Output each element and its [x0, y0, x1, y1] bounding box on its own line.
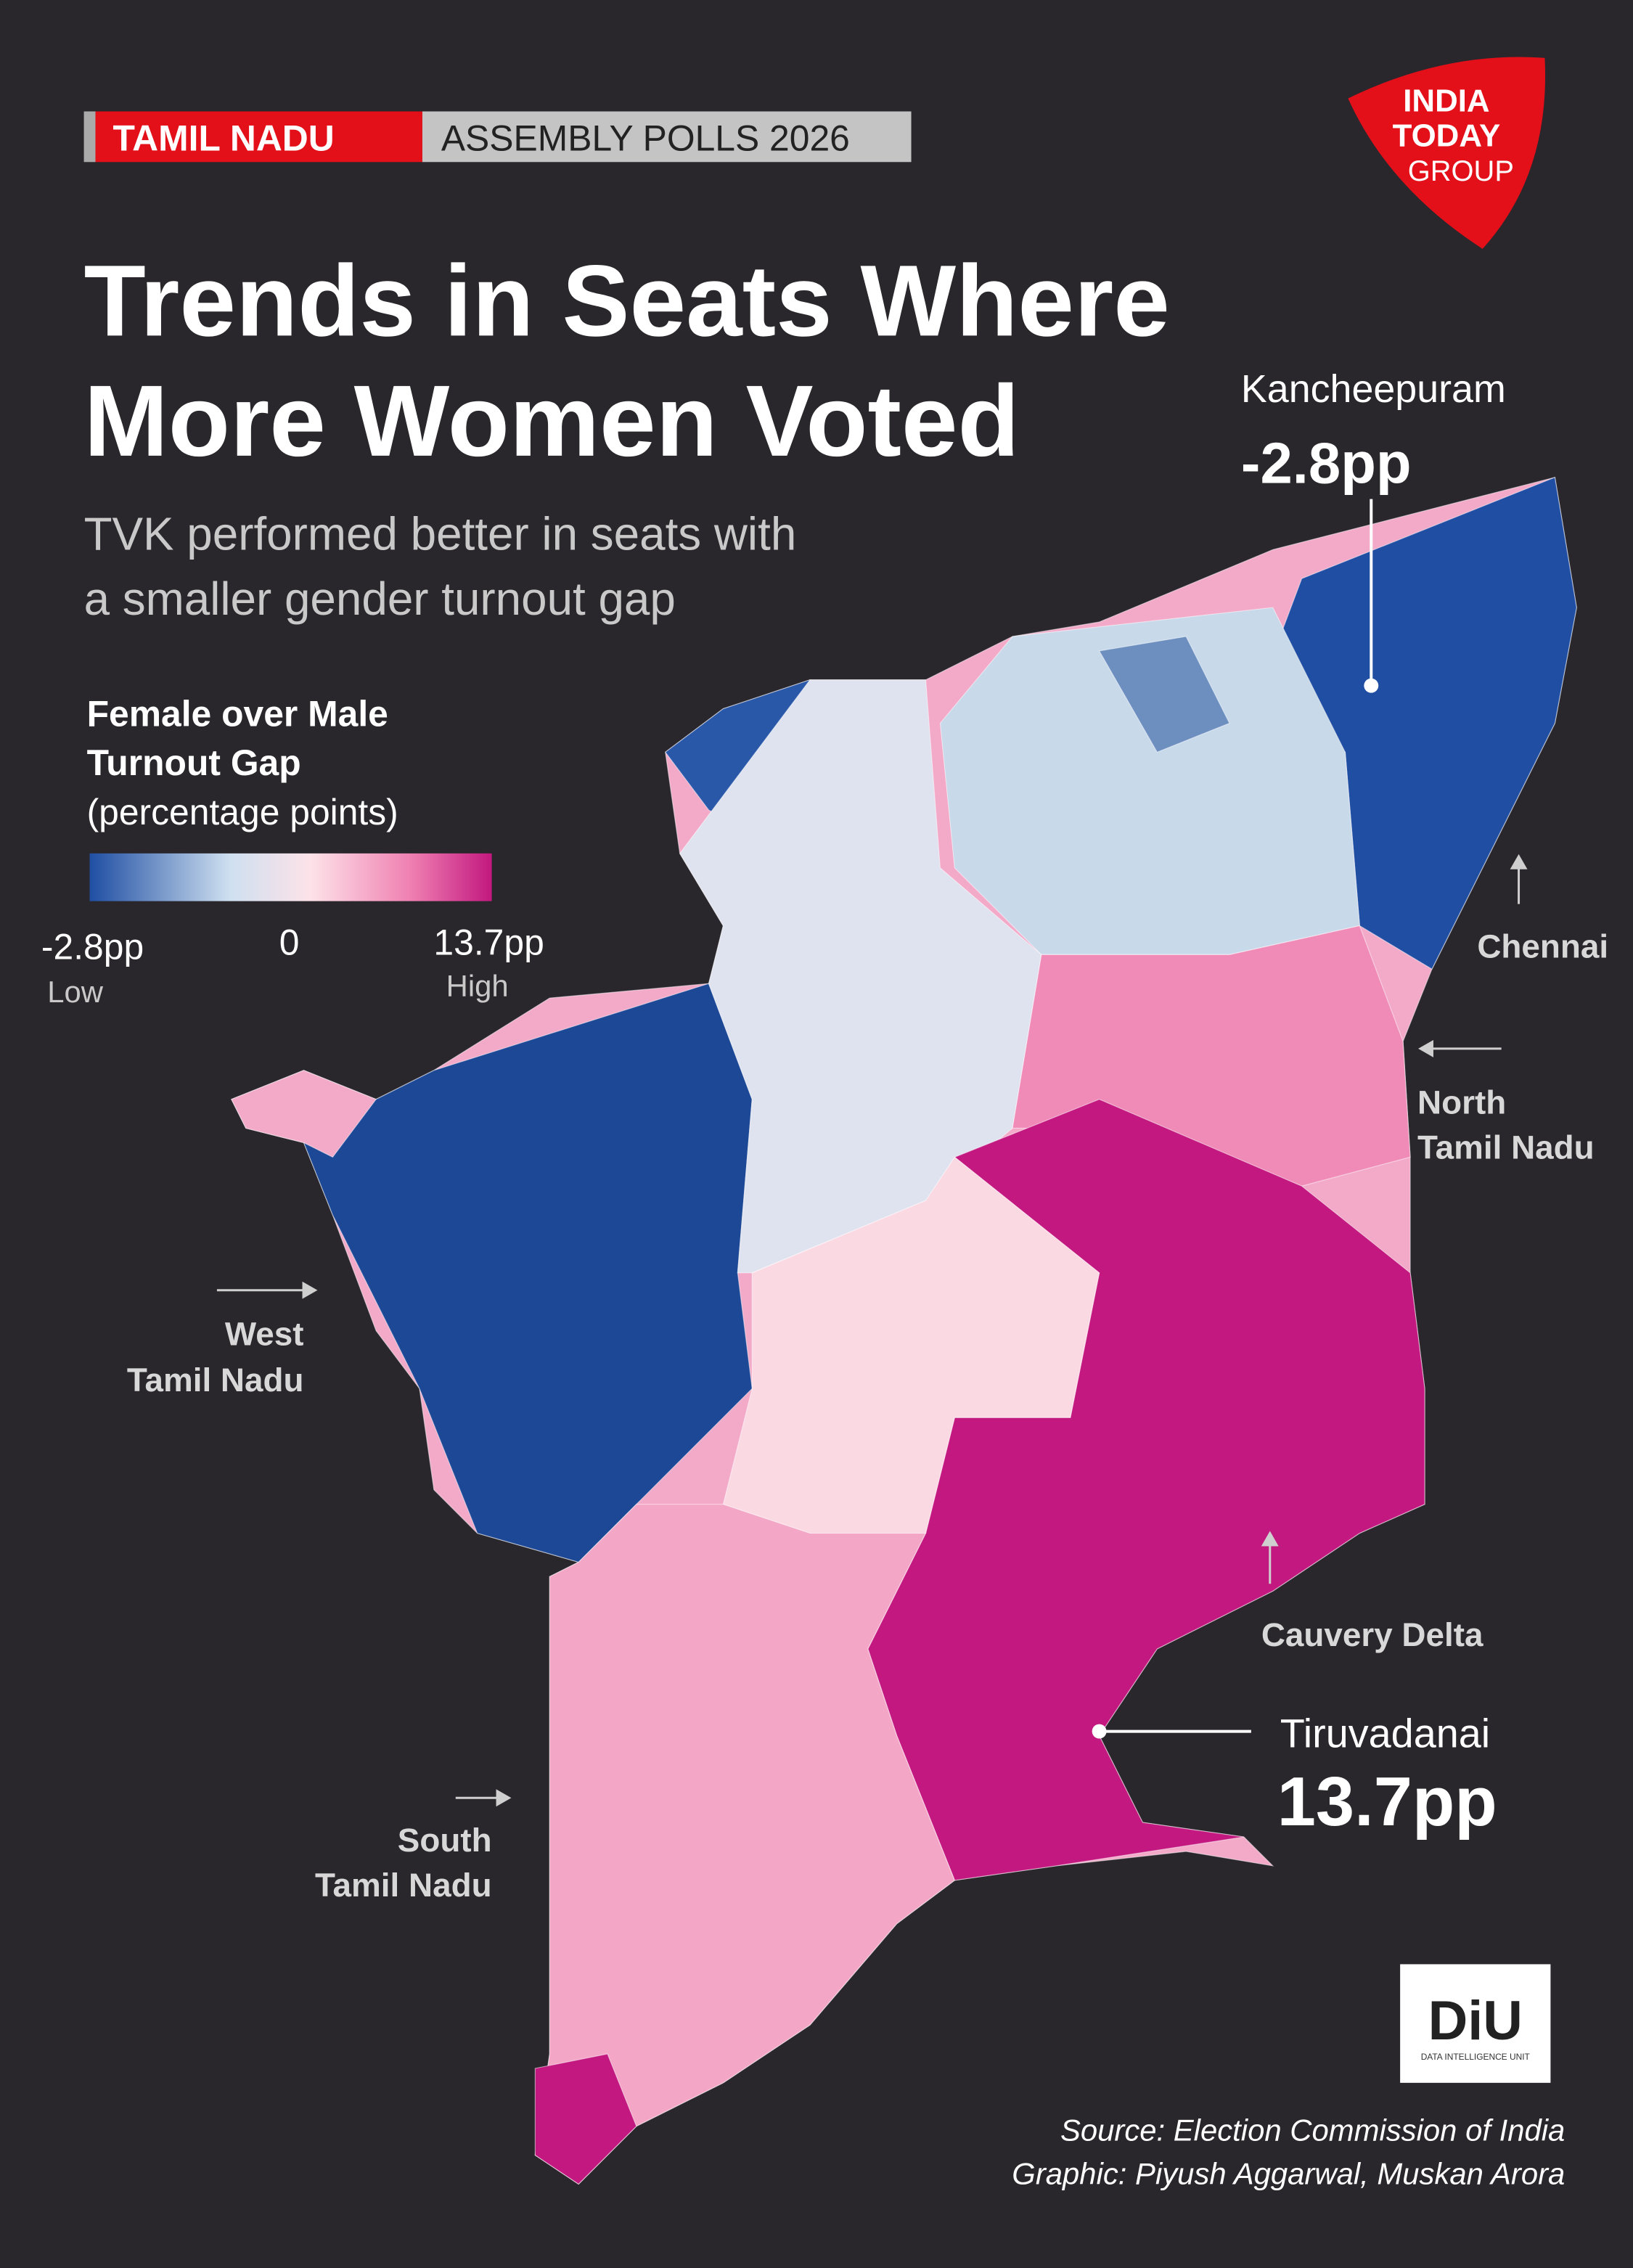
annotation-name: Kancheepuram — [1241, 367, 1506, 411]
region-label: North — [1417, 1084, 1506, 1121]
region-label: Chennai — [1477, 928, 1608, 965]
logo-text: INDIA — [1403, 83, 1489, 119]
region — [1098, 636, 1230, 753]
region — [534, 2053, 637, 2185]
leader-dot — [1092, 1724, 1107, 1739]
region-label: Tamil Nadu — [1417, 1129, 1595, 1166]
region — [534, 1504, 956, 2185]
legend-low: Low — [47, 975, 104, 1009]
subtitle: TVK performed better in seats with — [84, 507, 797, 560]
legend-unit: (percentage points) — [87, 792, 398, 832]
region — [722, 1156, 1100, 1534]
source: Source: Election Commission of India — [1060, 2113, 1565, 2148]
diu-name: DATA INTELLIGENCE UNIT — [1421, 2052, 1531, 2062]
tag — [422, 111, 912, 163]
region-label: Cauvery Delta — [1261, 1616, 1483, 1653]
region — [231, 1070, 377, 1158]
legend-max: 13.7pp — [433, 922, 544, 962]
legend-mid: 0 — [279, 922, 300, 962]
logo-shield — [1348, 57, 1546, 249]
diu-mark: DiU — [1428, 1990, 1523, 2052]
diu-logo — [1400, 1964, 1551, 2083]
color-scale — [89, 853, 492, 901]
annotation-name: Tiruvadanai — [1280, 1710, 1490, 1756]
badge-bar — [83, 111, 96, 163]
badge — [95, 111, 422, 163]
logo-text: TODAY — [1393, 118, 1501, 153]
subtitle: a smaller gender turnout gap — [84, 573, 676, 625]
annotation-value: 13.7pp — [1277, 1763, 1497, 1841]
region-label: Tamil Nadu — [315, 1867, 492, 1904]
leader-dot — [1364, 678, 1379, 693]
annotation-value: -2.8pp — [1241, 431, 1412, 496]
title: Trends in Seats Where — [84, 244, 1170, 357]
map — [231, 476, 1577, 2185]
logo-text: GROUP — [1408, 155, 1514, 187]
legend-title: Turnout Gap — [87, 742, 301, 783]
region-label: South — [398, 1822, 492, 1859]
badge-text: TAMIL NADU — [112, 118, 334, 158]
legend-min: -2.8pp — [41, 926, 144, 967]
legend-title: Female over Male — [87, 693, 388, 734]
credit: Graphic: Piyush Aggarwal, Muskan Arora — [1012, 2156, 1565, 2190]
title: More Women Voted — [84, 364, 1020, 478]
legend-high: High — [446, 969, 509, 1003]
tag-text: ASSEMBLY POLLS 2026 — [441, 118, 850, 158]
region-label: West — [225, 1315, 304, 1352]
region-label: Tamil Nadu — [127, 1362, 304, 1399]
